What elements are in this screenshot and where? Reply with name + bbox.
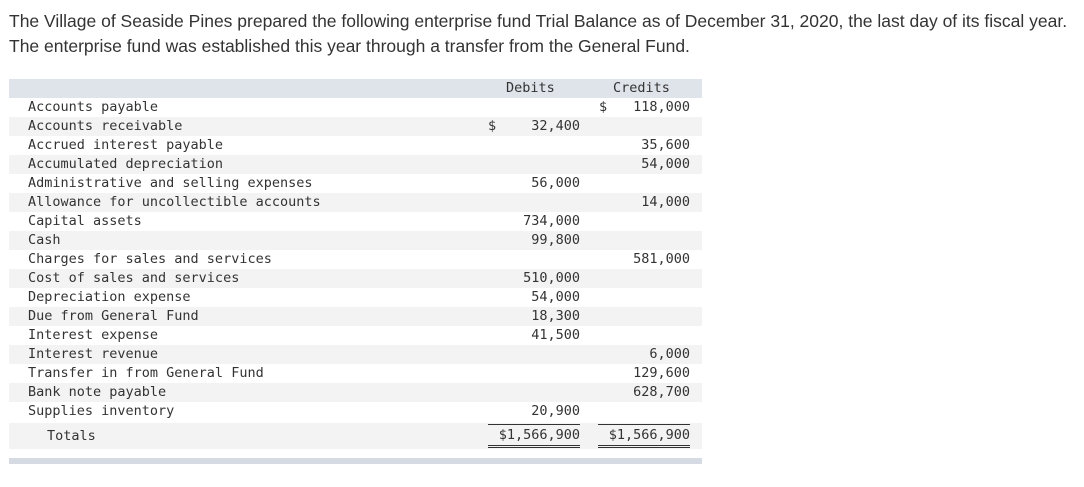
table-header: Debits Credits: [9, 79, 702, 98]
debit-amount: 510,000: [523, 270, 580, 286]
total-credits: $1,566,900: [598, 424, 690, 448]
table-row: Interest revenue 6,000: [9, 345, 702, 364]
account-name: Interest revenue: [28, 346, 159, 362]
table-row: Bank note payable 628,700: [9, 383, 702, 402]
table-row: Charges for sales and services 581,000: [9, 250, 702, 269]
credit-amount: 118,000: [633, 99, 690, 115]
credit-amount: 35,600: [641, 137, 690, 153]
table-footer-bar: [9, 458, 702, 464]
account-name: Cash: [28, 232, 61, 248]
debit-amount: 32,400: [531, 118, 580, 134]
account-name: Accounts payable: [28, 99, 159, 115]
debit-currency-sign: $: [488, 118, 497, 134]
credit-currency-sign: $: [599, 99, 608, 115]
account-name: Charges for sales and services: [28, 251, 272, 267]
credits-header: Credits: [613, 80, 670, 96]
debits-header: Debits: [506, 80, 555, 96]
table-row: Supplies inventory 20,900: [9, 402, 702, 421]
total-debits: $1,566,900: [488, 424, 580, 448]
trial-balance-table: Debits Credits Accounts payable $118,000 A…: [9, 79, 702, 464]
totals-row: Totals $1,566,900 $1,566,900: [9, 423, 702, 449]
table-row: Cash 99,800: [9, 231, 702, 250]
credit-amount: 54,000: [641, 156, 690, 172]
debit-amount: 56,000: [531, 175, 580, 191]
table-row: Due from General Fund 18,300: [9, 307, 702, 326]
account-name: Accrued interest payable: [28, 137, 224, 153]
account-name: Bank note payable: [28, 384, 167, 400]
credit-amount: 14,000: [641, 194, 690, 210]
table-row: Accumulated depreciation 54,000: [9, 155, 702, 174]
credit-amount: 581,000: [633, 251, 690, 267]
account-name: Depreciation expense: [28, 289, 191, 305]
table-row: Depreciation expense 54,000: [9, 288, 702, 307]
account-name: Due from General Fund: [28, 308, 199, 324]
table-row: Cost of sales and services 510,000: [9, 269, 702, 288]
table-row: Accounts payable $118,000: [9, 98, 702, 117]
account-name: Accounts receivable: [28, 118, 183, 134]
account-name: Capital assets: [28, 213, 142, 229]
account-name: Interest expense: [28, 327, 159, 343]
table-row: Interest expense 41,500: [9, 326, 702, 345]
credit-amount: 129,600: [633, 365, 690, 381]
account-name: Accumulated depreciation: [28, 156, 224, 172]
totals-label: Totals: [47, 428, 96, 444]
debit-amount: 41,500: [531, 327, 580, 343]
account-name: Transfer in from General Fund: [28, 365, 264, 381]
debit-amount: 99,800: [531, 232, 580, 248]
table-row: Administrative and selling expenses 56,00…: [9, 174, 702, 193]
account-name: Supplies inventory: [28, 403, 175, 419]
account-name: Administrative and selling expenses: [28, 175, 313, 191]
table-row: Allowance for uncollectible accounts 14,0…: [9, 193, 702, 212]
account-name: Allowance for uncollectible accounts: [28, 194, 321, 210]
debit-amount: 20,900: [531, 403, 580, 419]
account-name: Cost of sales and services: [28, 270, 240, 286]
debit-amount: 18,300: [531, 308, 580, 324]
table-row: Transfer in from General Fund 129,600: [9, 364, 702, 383]
table-row: Accrued interest payable 35,600: [9, 136, 702, 155]
debit-amount: 734,000: [523, 213, 580, 229]
table-row: Capital assets 734,000: [9, 212, 702, 231]
problem-intro: The Village of Seaside Pines prepared th…: [9, 11, 1068, 56]
credit-amount: 628,700: [633, 384, 690, 400]
debit-amount: 54,000: [531, 289, 580, 305]
credit-amount: 6,000: [649, 346, 690, 362]
table-row: Accounts receivable $32,400: [9, 117, 702, 136]
